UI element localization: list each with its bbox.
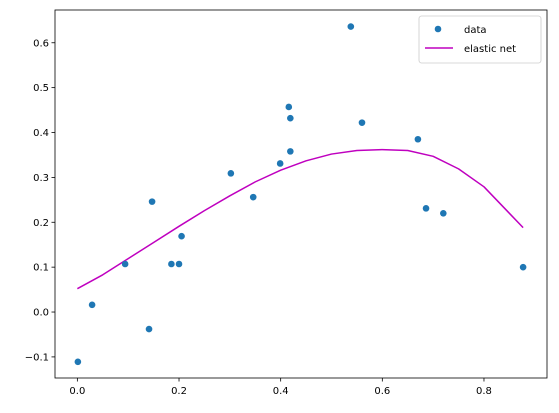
- x-tick-label: 0.0: [69, 386, 85, 397]
- data-point: [287, 148, 294, 155]
- plot-frame: [54, 9, 548, 379]
- x-tick-label: 0.6: [374, 386, 390, 397]
- x-axis: 0.0 0.2 0.4 0.6 0.8: [69, 378, 492, 397]
- data-point: [148, 198, 156, 205]
- x-tick-label: 0.8: [476, 386, 492, 397]
- data-point: [285, 103, 293, 111]
- data-point: [74, 358, 82, 366]
- data-point: [249, 193, 257, 201]
- legend: data elastic net: [418, 15, 542, 64]
- series-layer: [74, 23, 527, 366]
- data-point: [227, 170, 235, 177]
- legend-marker-data: [434, 25, 442, 33]
- data-point: [88, 301, 96, 309]
- data-point: [414, 135, 422, 143]
- y-tick-label: 0.3: [33, 173, 49, 184]
- legend-box: [418, 15, 542, 64]
- data-point: [276, 160, 284, 167]
- legend-label-data: data: [464, 25, 487, 36]
- data-point: [145, 325, 153, 333]
- y-tick-label: 0.5: [33, 83, 49, 94]
- y-tick-label: 0.0: [33, 308, 49, 319]
- data-point: [121, 260, 129, 268]
- plot-background: [55, 10, 547, 378]
- data-point: [358, 119, 366, 126]
- data-point: [175, 260, 183, 268]
- x-tick-label: 0.4: [273, 386, 289, 397]
- x-tick-label: 0.2: [171, 386, 187, 397]
- y-tick-label: 0.4: [33, 128, 49, 139]
- data-point: [347, 23, 355, 30]
- y-tick-label: −0.1: [25, 352, 49, 363]
- data-point: [422, 205, 430, 212]
- y-tick-label: 0.2: [33, 218, 49, 229]
- legend-label-elastic-net: elastic net: [464, 44, 516, 55]
- data-point: [440, 210, 447, 217]
- elastic-net-line: [76, 148, 524, 290]
- data-point: [287, 114, 294, 122]
- data-point: [168, 260, 175, 268]
- data-point: [519, 263, 527, 271]
- data-point: [178, 232, 185, 240]
- y-axis: −0.1 0.0 0.1 0.2 0.3 0.4 0.5 0.6: [25, 38, 55, 363]
- y-tick-label: 0.6: [33, 38, 49, 49]
- y-tick-label: 0.1: [33, 263, 49, 274]
